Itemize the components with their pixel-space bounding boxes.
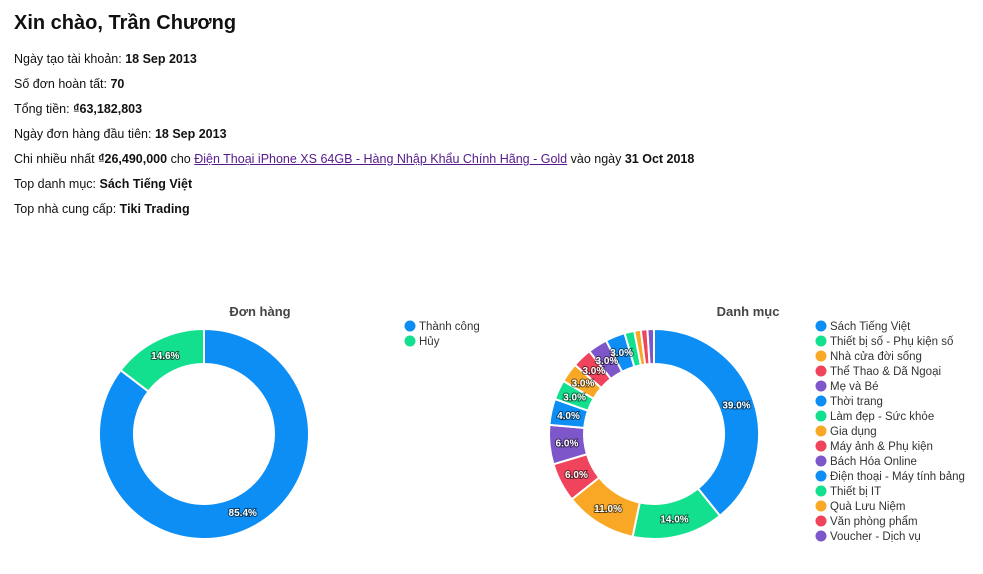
category-slice-label-nha-cua-doi-song: 11.0%	[594, 504, 622, 515]
category-legend-marker	[815, 350, 827, 362]
category-legend-item-sach-tieng-viet[interactable]: Sách Tiếng Việt	[815, 320, 912, 334]
category-legend-item-the-thao-da-ngoai[interactable]: Thể Thao & Dã Ngoại	[815, 365, 942, 379]
orders-slice-huy[interactable]	[119, 327, 205, 393]
greeting-title: Xin chào, Trần Chương	[14, 12, 237, 34]
max-spend-row: Chi nhiều nhất ₫26,490,000 cho Điện Thoạ…	[14, 151, 694, 167]
category-legend-marker	[815, 425, 827, 437]
category-legend-label: Thời trang	[830, 396, 883, 408]
category-legend-item-thiet-bi-it[interactable]: Thiết bị IT	[815, 485, 882, 499]
orders-legend-marker	[404, 335, 416, 347]
category-legend-label: Sách Tiếng Việt	[830, 321, 911, 333]
category-legend-label: Thiết bị số - Phụ kiện số	[830, 336, 954, 348]
category-legend-item-lam-dep-suc-khoe[interactable]: Làm đẹp - Sức khỏe	[815, 410, 935, 424]
total-spend-value: ₫63,182,803	[73, 102, 143, 116]
top-supplier-label: Top nhà cung cấp:	[14, 202, 117, 216]
top-supplier-row: Top nhà cung cấp: Tiki Trading	[14, 201, 190, 217]
category-legend-label: Gia dụng	[830, 426, 877, 438]
max-spend-for-text: cho	[170, 152, 191, 166]
category-legend-item-dien-thoai-may-tinh-bang[interactable]: Điện thoại - Máy tính bảng	[815, 470, 965, 484]
orders-slice-thanh-cong[interactable]	[98, 327, 310, 540]
category-legend-marker	[815, 500, 827, 512]
category-legend-marker	[815, 410, 827, 422]
category-legend-label: Thể Thao & Dã Ngoại	[830, 366, 941, 378]
categories-chart-title: Danh mục	[717, 304, 780, 319]
category-legend-label: Làm đẹp - Sức khỏe	[830, 411, 934, 423]
category-legend-label: Thiết bị IT	[830, 486, 881, 498]
category-legend-marker	[815, 455, 827, 467]
category-legend-marker	[815, 515, 827, 527]
max-spend-label: Chi nhiều nhất	[14, 152, 95, 166]
category-slice-label-may-anh-phu-kien: 3.0%	[582, 366, 605, 377]
category-legend-marker	[815, 365, 827, 377]
category-legend-marker	[815, 320, 827, 332]
category-legend-label: Quà Lưu Niệm	[830, 501, 905, 513]
category-legend-item-thoi-trang[interactable]: Thời trang	[815, 395, 883, 409]
category-legend-marker	[815, 380, 827, 392]
category-legend-label: Máy ảnh & Phụ kiện	[830, 441, 933, 453]
first-order-value: 18 Sep 2013	[154, 127, 227, 141]
category-legend-item-may-anh-phu-kien[interactable]: Máy ảnh & Phụ kiện	[815, 440, 933, 454]
orders-legend-item-huy[interactable]: Hủy	[404, 335, 440, 349]
top-category-label: Top danh mục:	[14, 177, 96, 191]
max-spend-product-link[interactable]: Điện Thoại iPhone XS 64GB - Hàng Nhập Kh…	[194, 152, 568, 166]
account-created-value: 18 Sep 2013	[125, 52, 197, 66]
category-legend-marker	[815, 395, 827, 407]
category-legend-item-van-phong-pham[interactable]: Văn phòng phẩm	[815, 515, 918, 529]
max-spend-on-text: vào ngày	[570, 152, 622, 166]
account-created-label: Ngày tạo tài khoản:	[14, 52, 122, 66]
category-slice-label-bach-hoa-online: 3.0%	[596, 356, 619, 367]
category-legend-marker	[815, 485, 827, 497]
category-slice-label-thiet-bi-so-phu-kien-so: 14.0%	[660, 515, 688, 526]
category-legend-marker	[815, 335, 827, 347]
categories-donut-chart: Danh mục 39.0% 14.0% 11.0% 6.0% 6.0% 4.0% 3.0%…	[548, 304, 965, 544]
category-slice-label-lam-dep-suc-khoe: 3.0%	[563, 393, 586, 404]
category-legend-label: Voucher - Dịch vụ	[830, 531, 921, 543]
category-legend-item-voucher-dich-vu[interactable]: Voucher - Dịch vụ	[815, 530, 921, 544]
top-category-row: Top danh mục: Sách Tiếng Việt	[14, 176, 192, 192]
orders-legend-label: Thành công	[419, 321, 480, 333]
orders-legend-marker	[404, 320, 416, 332]
completed-orders-row: Số đơn hoàn tất: 70	[14, 76, 124, 92]
category-legend-label: Điện thoại - Máy tính bảng	[830, 471, 965, 483]
first-order-label: Ngày đơn hàng đầu tiên:	[14, 127, 152, 141]
orders-donut-chart: Đơn hàng 85.4% 14.6% Thành công Hủy	[98, 304, 480, 540]
category-slice-label-gia-dung: 3.0%	[572, 378, 595, 389]
total-spend-row: Tổng tiền: ₫63,182,803	[14, 101, 142, 117]
category-legend-label: Mẹ và Bé	[830, 381, 879, 393]
orders-legend-label: Hủy	[419, 336, 440, 348]
category-slice-voucher-dich-vu[interactable]	[646, 327, 655, 366]
category-legend-marker	[815, 530, 827, 542]
top-category-value: Sách Tiếng Việt	[99, 177, 193, 191]
completed-orders-value: 70	[110, 77, 125, 91]
category-legend-label: Nhà cửa đời sống	[830, 351, 922, 363]
category-legend-item-thiet-bi-so-phu-kien-so[interactable]: Thiết bị số - Phụ kiện số	[815, 335, 954, 349]
max-spend-date: 31 Oct 2018	[624, 152, 695, 166]
category-legend-label: Văn phòng phẩm	[830, 516, 918, 528]
category-legend-item-me-va-be[interactable]: Mẹ và Bé	[815, 380, 879, 394]
category-legend-item-nha-cua-doi-song[interactable]: Nhà cửa đời sống	[815, 350, 922, 364]
max-spend-value: ₫26,490,000	[98, 152, 168, 166]
top-supplier-value: Tiki Trading	[119, 202, 190, 216]
category-legend-marker	[815, 470, 827, 482]
category-legend-item-bach-hoa-online[interactable]: Bách Hóa Online	[815, 455, 917, 469]
category-legend-item-qua-luu-niem[interactable]: Quà Lưu Niệm	[815, 500, 906, 514]
completed-orders-label: Số đơn hoàn tất:	[14, 77, 107, 91]
category-legend-label: Bách Hóa Online	[830, 456, 917, 468]
account-created-row: Ngày tạo tài khoản: 18 Sep 2013	[14, 51, 197, 67]
category-slice-label-the-thao-da-ngoai: 6.0%	[565, 470, 588, 481]
category-slice-label-me-va-be: 6.0%	[556, 438, 579, 449]
first-order-row: Ngày đơn hàng đầu tiên: 18 Sep 2013	[14, 126, 227, 142]
orders-chart-title: Đơn hàng	[229, 304, 290, 319]
category-legend-marker	[815, 440, 827, 452]
category-slice-label-dien-thoai-may-tinh-bang: 3.0%	[610, 348, 633, 359]
category-slice-label-sach-tieng-viet: 39.0%	[722, 400, 750, 411]
orders-slice-label-thanh-cong: 85.4%	[229, 508, 257, 519]
category-legend-item-gia-dung[interactable]: Gia dụng	[815, 425, 877, 439]
category-slice-sach-tieng-viet[interactable]	[653, 327, 760, 518]
orders-legend-item-thanh-cong[interactable]: Thành công	[404, 320, 480, 334]
orders-slice-label-huy: 14.6%	[151, 351, 179, 362]
total-spend-label: Tổng tiền:	[14, 102, 70, 116]
category-slice-label-thoi-trang: 4.0%	[557, 411, 580, 422]
